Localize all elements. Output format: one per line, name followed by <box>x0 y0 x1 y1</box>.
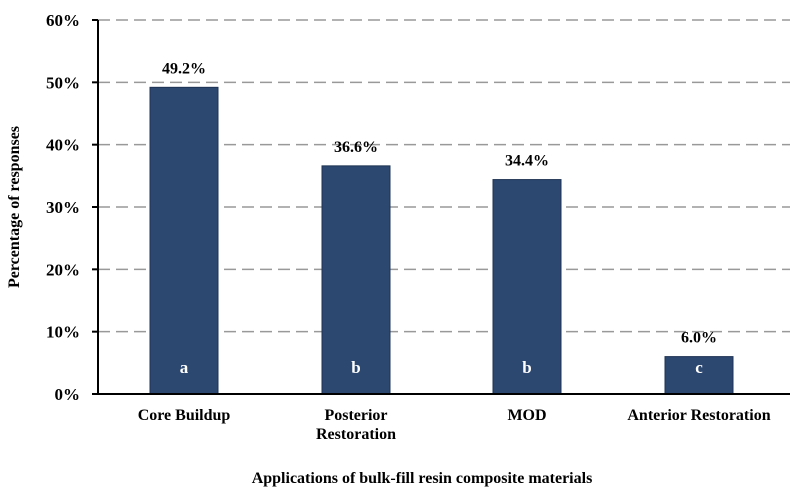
group-letter: b <box>351 358 360 377</box>
x-tick-label: Restoration <box>316 426 396 443</box>
y-tick-label: 50% <box>46 73 80 92</box>
y-tick-label: 0% <box>55 385 81 404</box>
y-tick-label: 10% <box>46 323 80 342</box>
y-tick-label: 60% <box>46 11 80 30</box>
data-label: 49.2% <box>162 60 206 77</box>
bar <box>492 179 562 395</box>
y-axis-label: Percentage of responses <box>6 126 23 288</box>
data-label: 34.4% <box>505 153 549 170</box>
bar <box>149 86 219 395</box>
bar <box>321 165 391 395</box>
bar <box>664 356 734 395</box>
y-tick-label: 20% <box>46 260 80 279</box>
y-tick-label: 30% <box>46 198 80 217</box>
data-label: 36.6% <box>334 139 378 156</box>
x-tick-label: MOD <box>507 407 546 424</box>
group-letter: a <box>180 358 189 377</box>
x-tick-label: Anterior Restoration <box>627 407 770 424</box>
x-tick-label: Core Buildup <box>138 407 231 424</box>
y-tick-label: 40% <box>46 136 80 155</box>
data-label: 6.0% <box>681 330 717 347</box>
group-letter: c <box>695 358 703 377</box>
x-tick-label: Posterior <box>324 407 387 424</box>
x-axis-label: Applications of bulk-fill resin composit… <box>252 470 593 487</box>
group-letter: b <box>522 358 531 377</box>
